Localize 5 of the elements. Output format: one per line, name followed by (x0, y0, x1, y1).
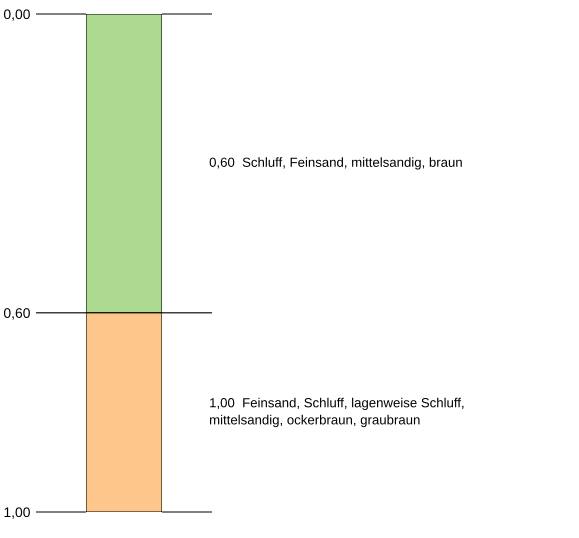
y-tick-label: 0,60 (4, 308, 30, 320)
text: 0,60 Schluff, Feinsand, mittelsandig, braun (210, 157, 462, 170)
y-tick-label: 1,00 (4, 507, 30, 519)
y-tick-label: 0,00 (4, 9, 30, 21)
text: 1,00 Feinsand, Schluff, lagenweise Schluff, mittelsandig, ockerbraun, graubraun (210, 398, 464, 428)
